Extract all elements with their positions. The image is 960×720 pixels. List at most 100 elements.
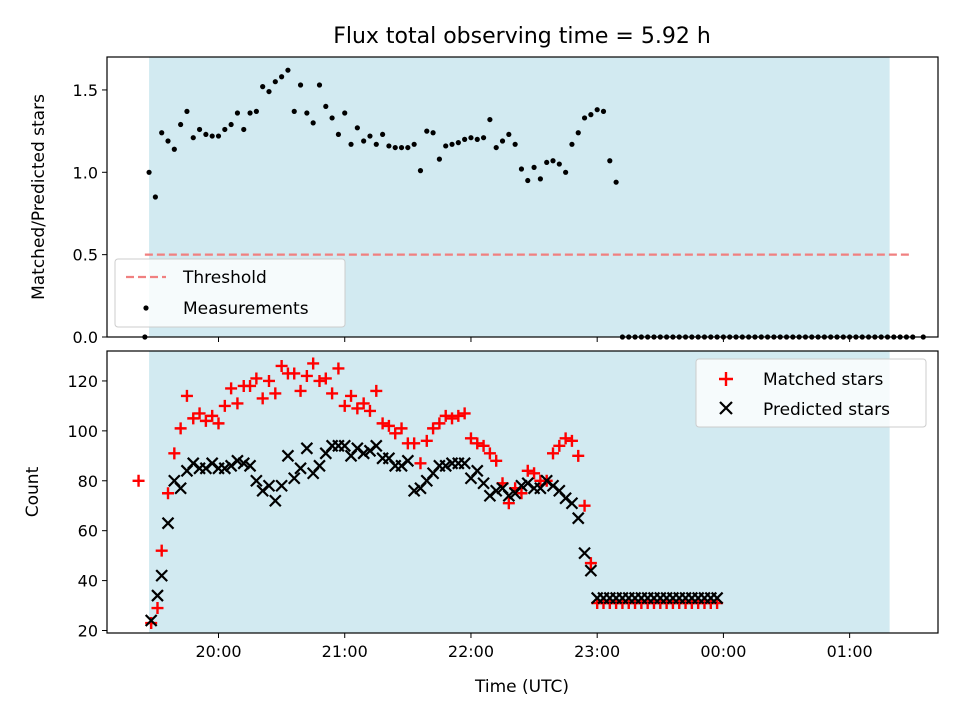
- legend-matched-swatch: [719, 372, 733, 386]
- matched-star-point: [483, 447, 496, 460]
- measurement-point: [304, 110, 310, 116]
- top-y-ticks: 0.0 0.5 1.0 1.5: [73, 81, 107, 347]
- measurement-point: [443, 143, 449, 149]
- predicted-stars-points: [144, 439, 724, 627]
- matched-star-point: [218, 399, 231, 412]
- measurement-point: [417, 168, 424, 174]
- measurement-point: [272, 79, 278, 85]
- matched-star-point: [319, 372, 332, 385]
- measurement-point: [525, 177, 531, 184]
- matched-star-point: [151, 602, 164, 615]
- measurement-point: [563, 169, 569, 175]
- predicted-star-point: [294, 462, 307, 475]
- measurement-point: [253, 108, 259, 114]
- matched-star-point: [206, 409, 219, 422]
- measurement-point: [405, 144, 411, 151]
- predicted-star-point: [313, 459, 326, 473]
- matched-stars-points: [132, 357, 724, 630]
- measurement-point: [335, 131, 342, 138]
- measurement-point: [297, 82, 304, 88]
- predicted-star-point: [269, 494, 282, 508]
- matched-star-point: [547, 447, 560, 460]
- measurement-point: [316, 82, 323, 88]
- measurement-point: [291, 108, 297, 114]
- predicted-star-point: [584, 564, 598, 577]
- bottom-panel: Count Time (UTC) 20 40 60 80 100 120 20:00 21:…: [23, 350, 939, 697]
- measurement-point: [285, 67, 291, 73]
- matched-star-point: [584, 557, 597, 570]
- predicted-star-point: [370, 439, 383, 453]
- measurement-point: [474, 136, 480, 142]
- matched-star-point: [458, 407, 471, 420]
- matched-star-point: [559, 432, 572, 445]
- measurement-point: [196, 126, 203, 133]
- matched-star-point: [427, 422, 440, 435]
- matched-star-point: [168, 447, 181, 460]
- matched-star-point: [376, 417, 389, 430]
- matched-star-point: [338, 399, 351, 412]
- matched-star-point: [288, 367, 301, 380]
- matched-star-point: [244, 379, 257, 392]
- predicted-star-point: [470, 464, 484, 478]
- measurement-point: [146, 169, 152, 175]
- y-tick-label: 1.0: [73, 163, 98, 182]
- bottom-y-axis-label: Count: [23, 466, 43, 517]
- x-axis-label: Time (UTC): [474, 677, 569, 697]
- matched-star-point: [132, 474, 145, 487]
- predicted-star-point: [477, 476, 490, 490]
- measurement-point: [329, 115, 335, 121]
- measurement-point: [247, 110, 253, 116]
- matched-star-point: [578, 499, 591, 512]
- predicted-star-point: [287, 471, 301, 485]
- matched-star-point: [363, 404, 376, 417]
- measurement-point: [569, 141, 575, 147]
- matched-star-point: [326, 387, 339, 400]
- matched-star-point: [433, 417, 446, 430]
- predicted-star-point: [161, 516, 175, 530]
- measurement-point: [436, 156, 442, 162]
- measurement-point: [531, 164, 537, 170]
- measurement-point: [462, 136, 468, 142]
- legend-measurement-swatch: [143, 305, 149, 311]
- matched-star-point: [452, 409, 465, 422]
- predicted-star-point: [281, 449, 295, 463]
- predicted-star-point: [578, 546, 591, 560]
- matched-star-point: [345, 389, 358, 402]
- predicted-star-point: [250, 474, 263, 488]
- measurement-point: [613, 179, 619, 185]
- y-tick-label: 80: [78, 472, 98, 491]
- matched-star-point: [553, 439, 566, 452]
- measurement-point: [260, 84, 266, 90]
- matched-star-point: [155, 544, 168, 557]
- matched-star-point: [275, 359, 288, 372]
- measurement-point: [537, 176, 543, 182]
- matched-star-point: [420, 434, 433, 447]
- top-y-axis-label: Matched/Predicted stars: [29, 94, 49, 300]
- y-tick-label: 40: [78, 572, 98, 591]
- measurement-point: [171, 146, 177, 152]
- x-tick-label: 20:00: [195, 642, 241, 661]
- measurement-point: [518, 166, 525, 172]
- measurement-point: [190, 135, 196, 141]
- matched-star-point: [250, 372, 263, 385]
- measurement-point: [600, 108, 607, 114]
- matched-star-point: [446, 412, 459, 425]
- bottom-plot-frame: [106, 350, 939, 634]
- measurement-point: [323, 103, 329, 110]
- predicted-star-point: [565, 496, 579, 510]
- measurement-point: [544, 159, 550, 166]
- measurement-point: [588, 112, 594, 118]
- measurement-point: [455, 140, 461, 146]
- matched-star-point: [439, 409, 452, 422]
- x-tick-label: 22:00: [448, 642, 494, 661]
- bottom-x-ticks: 20:00 21:00 22:00 23:00 00:00 01:00: [195, 633, 873, 661]
- predicted-star-point: [275, 479, 288, 493]
- measurement-point: [178, 121, 184, 128]
- chart-title: Flux total observing time = 5.92 h: [333, 24, 711, 49]
- matched-star-point: [572, 449, 585, 462]
- matched-star-point: [193, 407, 206, 420]
- measurement-point: [430, 130, 436, 136]
- matched-star-point: [351, 402, 364, 415]
- matched-star-point: [357, 397, 370, 410]
